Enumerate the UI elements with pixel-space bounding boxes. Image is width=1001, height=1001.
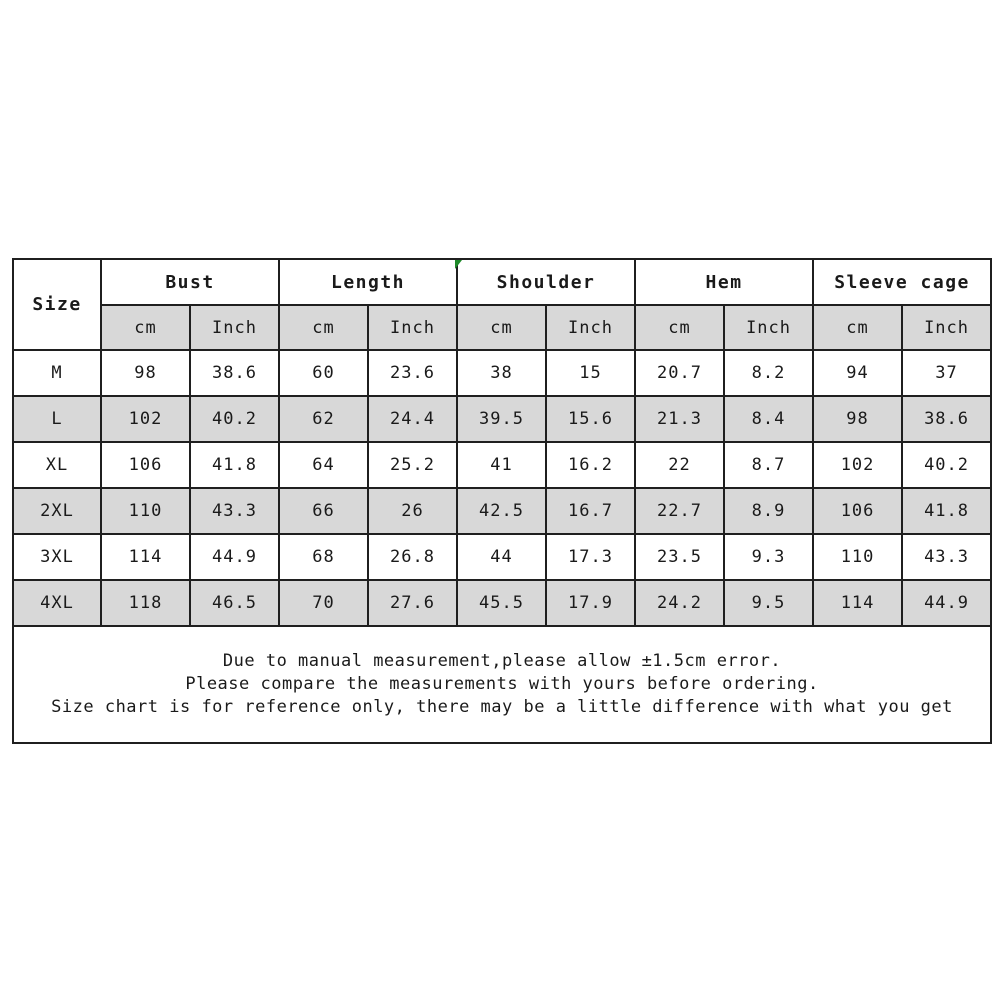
value-cell: 25.2 — [367, 441, 459, 489]
value-cell: 24.4 — [367, 395, 459, 443]
value-cell: 23.6 — [367, 349, 459, 397]
unit-cell-bust-inch: Inch — [188, 304, 281, 351]
table-unit-row: cm Inch cm Inch cm Inch cm Inch cm Inch — [13, 304, 993, 351]
value-cell: 8.7 — [723, 441, 815, 489]
table-row-m: M 98 38.6 60 23.6 38 15 20.7 8.2 94 37 — [12, 349, 993, 397]
size-cell: M — [12, 349, 102, 397]
value-cell: 38.6 — [901, 395, 993, 443]
value-cell: 66 — [278, 487, 370, 535]
value-cell: 41 — [456, 441, 548, 489]
group-header-hem: Hem — [634, 258, 815, 306]
notes-cell: Due to manual measurement,please allow ±… — [11, 625, 993, 744]
unit-cell-sleeve-inch: Inch — [901, 304, 993, 351]
table-row-3xl: 3XL 114 44.9 68 26.8 44 17.3 23.5 9.3 11… — [12, 533, 993, 581]
unit-cell-length-cm: cm — [278, 304, 370, 351]
unit-cell-hem-inch: Inch — [723, 304, 815, 351]
value-cell: 15 — [545, 349, 637, 397]
table-row-2xl: 2XL 110 43.3 66 26 42.5 16.7 22.7 8.9 10… — [12, 487, 993, 535]
unit-cell-bust-cm: cm — [100, 304, 191, 351]
size-column-header: Size — [12, 258, 102, 351]
value-cell: 102 — [100, 395, 191, 443]
group-header-length: Length — [278, 258, 459, 306]
group-header-shoulder: Shoulder — [456, 258, 637, 306]
table-row-xl: XL 106 41.8 64 25.2 41 16.2 22 8.7 102 4… — [12, 441, 993, 489]
table-header-row: Size Bust Length Shoulder Hem Sleeve cag… — [12, 258, 993, 351]
value-cell: 8.2 — [723, 349, 815, 397]
value-cell: 9.5 — [723, 579, 815, 627]
group-header-sleeve-cage: Sleeve cage — [812, 258, 993, 306]
value-cell: 27.6 — [367, 579, 459, 627]
value-cell: 24.2 — [634, 579, 726, 627]
value-cell: 17.9 — [545, 579, 637, 627]
value-cell: 43.3 — [901, 533, 993, 581]
value-cell: 15.6 — [545, 395, 637, 443]
value-cell: 106 — [100, 441, 191, 489]
value-cell: 16.7 — [545, 487, 637, 535]
table-row-4xl: 4XL 118 46.5 70 27.6 45.5 17.9 24.2 9.5 … — [12, 579, 993, 627]
value-cell: 70 — [278, 579, 370, 627]
value-cell: 41.8 — [901, 487, 993, 535]
value-cell: 39.5 — [456, 395, 548, 443]
note-line-3: Size chart is for reference only, there … — [51, 697, 953, 717]
value-cell: 114 — [100, 533, 191, 581]
value-cell: 21.3 — [634, 395, 726, 443]
unit-cell-length-inch: Inch — [367, 304, 459, 351]
value-cell: 40.2 — [901, 441, 993, 489]
value-cell: 38.6 — [188, 349, 281, 397]
value-cell: 9.3 — [723, 533, 815, 581]
note-line-2: Please compare the measurements with you… — [185, 674, 819, 694]
value-cell: 45.5 — [456, 579, 548, 627]
size-cell: L — [12, 395, 102, 443]
value-cell: 8.4 — [723, 395, 815, 443]
value-cell: 23.5 — [634, 533, 726, 581]
unit-cell-shoulder-inch: Inch — [545, 304, 637, 351]
group-header-bust: Bust — [99, 258, 281, 306]
value-cell: 38 — [456, 349, 548, 397]
size-cell: XL — [12, 441, 102, 489]
value-cell: 110 — [100, 487, 191, 535]
table-row-l: L 102 40.2 62 24.4 39.5 15.6 21.3 8.4 98… — [12, 395, 993, 443]
value-cell: 46.5 — [188, 579, 281, 627]
value-cell: 60 — [278, 349, 370, 397]
value-cell: 41.8 — [188, 441, 281, 489]
green-triangle-marker — [455, 260, 462, 269]
value-cell: 44 — [456, 533, 548, 581]
value-cell: 42.5 — [456, 487, 548, 535]
value-cell: 8.9 — [723, 487, 815, 535]
value-cell: 118 — [100, 579, 191, 627]
value-cell: 26 — [367, 487, 459, 535]
value-cell: 102 — [812, 441, 904, 489]
size-cell: 3XL — [12, 533, 102, 581]
value-cell: 17.3 — [545, 533, 637, 581]
value-cell: 43.3 — [188, 487, 281, 535]
size-cell: 4XL — [12, 579, 102, 627]
value-cell: 98 — [100, 349, 191, 397]
value-cell: 37 — [901, 349, 993, 397]
value-cell: 114 — [812, 579, 904, 627]
value-cell: 26.8 — [367, 533, 459, 581]
note-line-1: Due to manual measurement,please allow ±… — [222, 651, 782, 671]
value-cell: 110 — [812, 533, 904, 581]
value-cell: 106 — [812, 487, 904, 535]
value-cell: 98 — [812, 395, 904, 443]
value-cell: 44.9 — [188, 533, 281, 581]
value-cell: 20.7 — [634, 349, 726, 397]
value-cell: 22 — [634, 441, 726, 489]
value-cell: 44.9 — [901, 579, 993, 627]
value-cell: 64 — [278, 441, 370, 489]
value-cell: 16.2 — [545, 441, 637, 489]
size-cell: 2XL — [12, 487, 102, 535]
size-chart-table: Size Bust Length Shoulder Hem Sleeve cag… — [11, 258, 993, 744]
value-cell: 94 — [812, 349, 904, 397]
unit-cell-shoulder-cm: cm — [456, 304, 548, 351]
value-cell: 40.2 — [188, 395, 281, 443]
value-cell: 68 — [278, 533, 370, 581]
value-cell: 22.7 — [634, 487, 726, 535]
table-notes-row: Due to manual measurement,please allow ±… — [11, 625, 993, 744]
unit-cell-hem-cm: cm — [634, 304, 726, 351]
value-cell: 62 — [278, 395, 370, 443]
unit-cell-sleeve-cm: cm — [812, 304, 904, 351]
